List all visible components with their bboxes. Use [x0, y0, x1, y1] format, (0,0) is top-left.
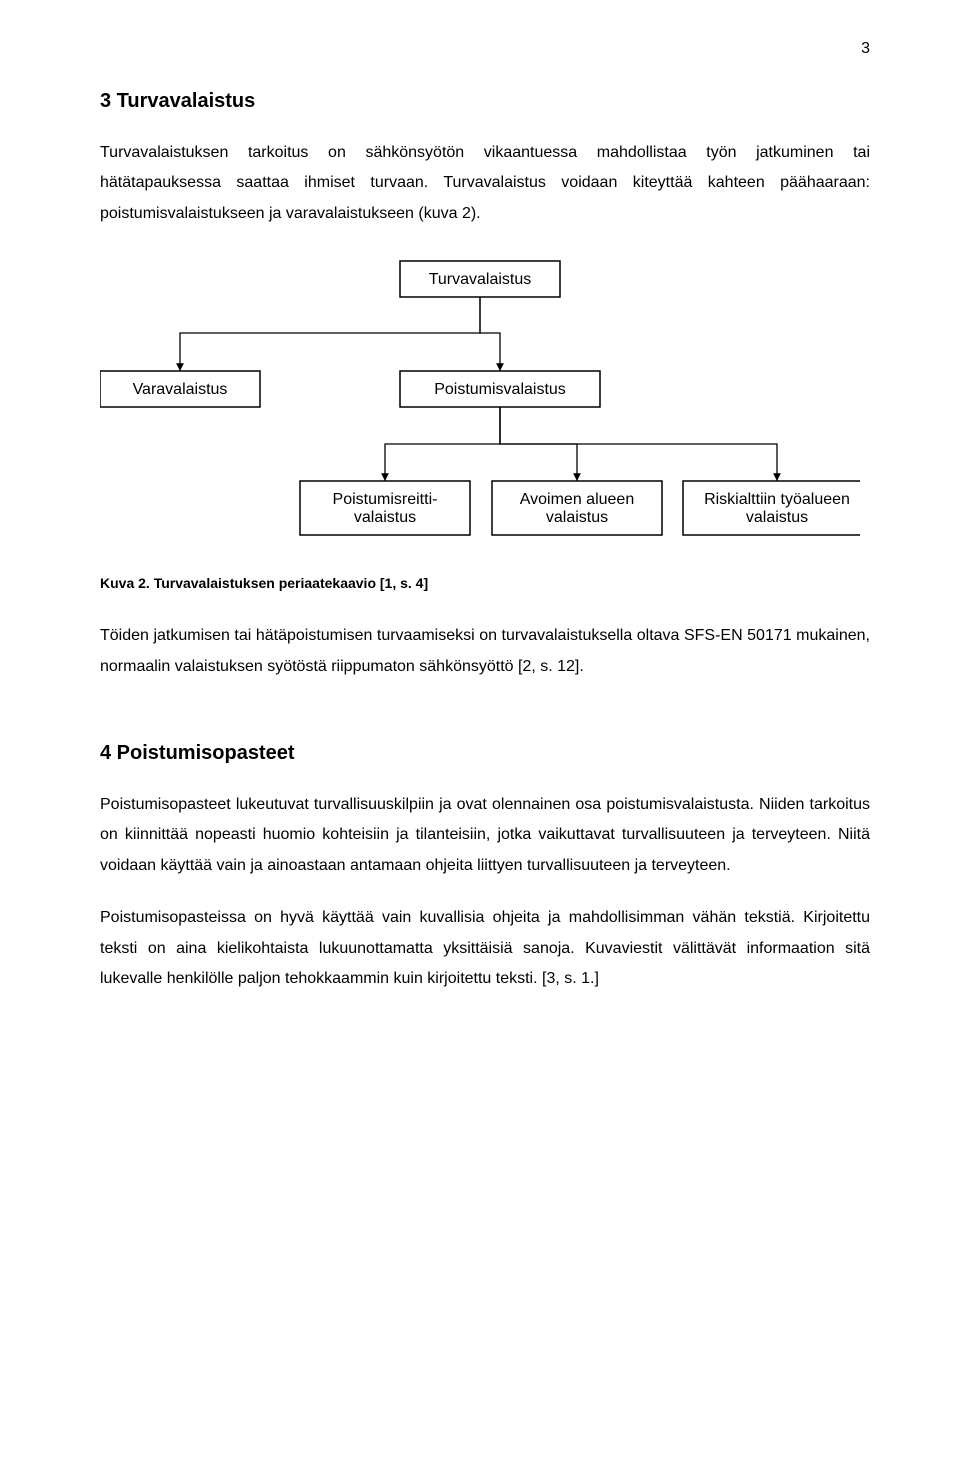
section-4-para-2: Poistumisopasteissa on hyvä käyttää vain…	[100, 903, 870, 994]
diagram-node-label: Riskialttiin työalueen	[704, 491, 850, 508]
diagram-node-label: Turvavalaistus	[429, 271, 532, 288]
section-3-para-1: Turvavalaistuksen tarkoitus on sähkönsyö…	[100, 138, 870, 229]
diagram-node-label: Avoimen alueen	[520, 491, 634, 508]
section-3-para-2: Töiden jatkumisen tai hätäpoistumisen tu…	[100, 621, 870, 682]
diagram-node-label: valaistus	[746, 509, 808, 526]
page-number: 3	[861, 40, 870, 58]
section-3-heading: 3 Turvavalaistus	[100, 90, 870, 113]
diagram-node-label: Poistumisvalaistus	[434, 381, 566, 398]
diagram-node-label: Varavalaistus	[133, 381, 228, 398]
diagram-edge	[500, 407, 777, 481]
diagram-edge	[180, 297, 480, 371]
diagram-edge	[480, 297, 500, 371]
page: 3 3 Turvavalaistus Turvavalaistuksen tar…	[0, 0, 960, 1477]
diagram-edge	[385, 407, 500, 481]
diagram-node-label: Poistumisreitti-	[333, 491, 438, 508]
diagram-node-label: valaistus	[354, 509, 416, 526]
section-4-heading: 4 Poistumisopasteet	[100, 742, 870, 765]
section-4-para-1: Poistumisopasteet lukeutuvat turvallisuu…	[100, 790, 870, 881]
diagram-svg: Turvavalaistus Varavalaistus Poistumisvala…	[100, 251, 860, 561]
diagram-node-label: valaistus	[546, 509, 608, 526]
figure-caption: Kuva 2. Turvavalaistuksen periaatekaavio…	[100, 575, 870, 591]
hierarchy-diagram: Turvavalaistus Varavalaistus Poistumisvala…	[100, 251, 860, 561]
